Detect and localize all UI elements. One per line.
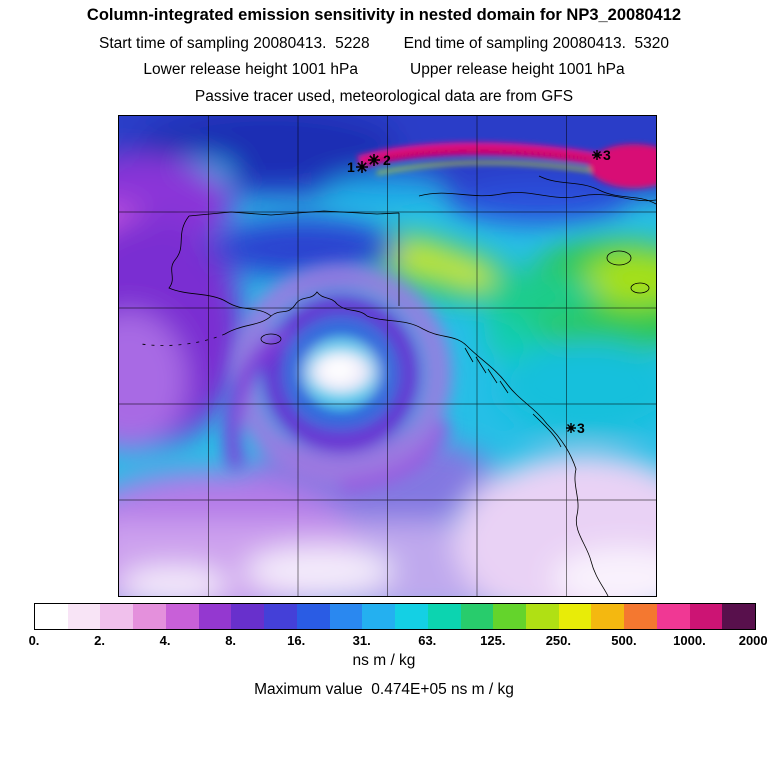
colorbar-tick-label: 4. bbox=[159, 633, 171, 648]
colorbar-tick-label: 500. bbox=[611, 633, 637, 648]
colorbar-segment bbox=[133, 604, 166, 629]
colorbar-segment bbox=[395, 604, 428, 629]
release-heights-row: Lower release height 1001 hPa Upper rele… bbox=[0, 61, 768, 79]
upper-release-text: Upper release height 1001 hPa bbox=[410, 61, 625, 78]
colorbar-segment bbox=[165, 604, 199, 629]
star-marker-icon bbox=[566, 423, 576, 433]
colorbar-segment bbox=[624, 604, 657, 629]
colorbar-segment bbox=[264, 604, 297, 629]
cyclone-swirl bbox=[223, 263, 452, 493]
colorbar bbox=[34, 603, 756, 630]
star-marker-icon bbox=[368, 154, 380, 166]
colorbar-segment bbox=[460, 604, 494, 629]
star-marker-icon bbox=[592, 150, 602, 160]
colorbar-unit: ns m / kg bbox=[352, 652, 416, 669]
receptor-label-3b: 3 bbox=[577, 420, 585, 436]
colorbar-segment bbox=[722, 604, 756, 629]
colorbar-tick-label: 2000. bbox=[738, 633, 768, 648]
tracer-met-row: Passive tracer used, meteorological data… bbox=[0, 88, 768, 106]
colorbar-tick-label: 1000. bbox=[673, 633, 706, 648]
colorbar-segment bbox=[591, 604, 625, 629]
high-sensitivity-plume bbox=[357, 142, 656, 188]
receptor-label-3a: 3 bbox=[603, 147, 611, 163]
colorbar-segment bbox=[198, 604, 232, 629]
colorbar-tick-label: 16. bbox=[287, 633, 306, 648]
max-value-text: Maximum value 0.474E+05 ns m / kg bbox=[254, 681, 514, 698]
colorbar-tick-label: 31. bbox=[352, 633, 371, 648]
lower-release-text: Lower release height 1001 hPa bbox=[143, 61, 358, 78]
receptor-markers: 1 2 3 3 bbox=[347, 147, 611, 436]
colorbar-tick-label: 63. bbox=[418, 633, 437, 648]
coastlines bbox=[140, 175, 656, 596]
colorbar-segment bbox=[689, 604, 723, 629]
receptor-label-2: 2 bbox=[383, 152, 391, 168]
colorbar-segment bbox=[526, 604, 559, 629]
colorbar-segment bbox=[67, 604, 101, 629]
sensitivity-field-map: 1 2 3 3 bbox=[119, 116, 656, 596]
colorbar-segment bbox=[362, 604, 396, 629]
colorbar-tick-label: 8. bbox=[225, 633, 237, 648]
colorbar-segment bbox=[329, 604, 363, 629]
sampling-times-row: Start time of sampling 20080413. 5228 En… bbox=[0, 35, 768, 53]
end-time-text: End time of sampling 20080413. 5320 bbox=[403, 35, 669, 52]
map-panel: 1 2 3 3 bbox=[118, 115, 657, 597]
colorbar-segment bbox=[296, 604, 330, 629]
colorbar-segment bbox=[558, 604, 592, 629]
tracer-met-text: Passive tracer used, meteorological data… bbox=[194, 88, 574, 105]
colorbar-tick-label: 2. bbox=[94, 633, 105, 648]
plot-title: Column-integrated emission sensitivity i… bbox=[86, 6, 682, 24]
receptor-label-1: 1 bbox=[347, 159, 355, 175]
colorbar-ticks: 0. 2. 4. 8. 16. 31. 63. 125. 250. 500. 1000. 2000. bbox=[29, 633, 768, 649]
colorbar-tick-label: 125. bbox=[480, 633, 506, 648]
colorbar-segment bbox=[656, 604, 690, 629]
colorbar-segment bbox=[427, 604, 461, 629]
colorbar-segment bbox=[35, 604, 68, 629]
colorbar-segment bbox=[231, 604, 265, 629]
star-marker-icon bbox=[356, 161, 368, 173]
map-grid bbox=[119, 116, 656, 596]
colorbar-segment bbox=[100, 604, 134, 629]
colorbar-segment bbox=[493, 604, 527, 629]
colorbar-tick-label: 0. bbox=[28, 633, 40, 648]
colorbar-tick-label: 250. bbox=[545, 633, 572, 648]
start-time-text: Start time of sampling 20080413. 5228 bbox=[99, 35, 370, 52]
